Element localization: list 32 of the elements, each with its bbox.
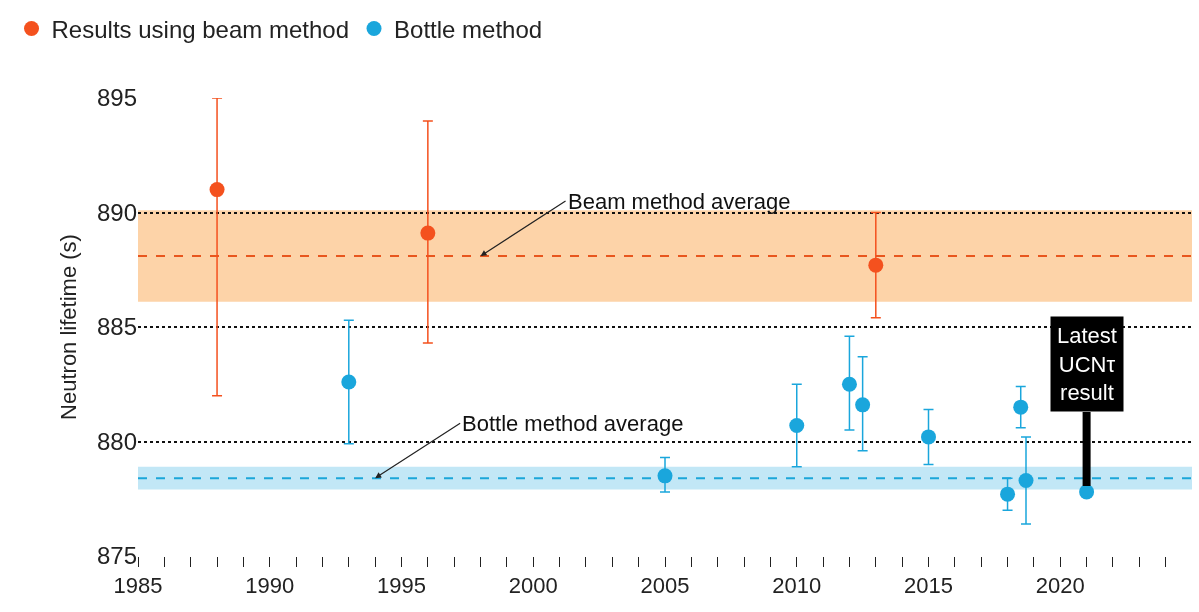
point [1013, 399, 1029, 415]
point [855, 397, 871, 413]
point [789, 417, 805, 433]
annotation: Bottle method average [462, 411, 684, 436]
x-tick-label: 2005 [640, 573, 690, 599]
point [341, 374, 357, 390]
x-tick-label: 1995 [377, 573, 426, 599]
x-tick-label: 1985 [113, 573, 163, 599]
legend-label: Bottle method [394, 15, 543, 43]
y-tick-label: 895 [96, 84, 137, 112]
y-tick-label: 890 [96, 198, 137, 226]
point [657, 468, 673, 484]
x-tick-label: 2015 [904, 573, 953, 599]
y-tick-label: 875 [96, 542, 137, 570]
legend-label: Results using beam method [51, 15, 350, 43]
point [420, 225, 436, 241]
y-tick-label: 880 [96, 427, 137, 455]
y-axis-title: Neutron lifetime (s) [55, 234, 81, 420]
point [1018, 472, 1034, 488]
point [1079, 484, 1095, 500]
annotation: Beam method average [568, 189, 791, 214]
point [209, 182, 225, 198]
x-tick-label: 2010 [772, 573, 822, 599]
point [841, 376, 857, 392]
x-tick-label: 2020 [1035, 573, 1085, 599]
x-tick-label: 2000 [508, 573, 558, 599]
point [921, 429, 936, 445]
point [1000, 486, 1016, 502]
point [868, 257, 884, 273]
y-tick-label: 885 [96, 313, 137, 341]
annotation: Latest UCNτ result [1057, 323, 1117, 406]
x-tick-label: 1990 [245, 573, 295, 599]
